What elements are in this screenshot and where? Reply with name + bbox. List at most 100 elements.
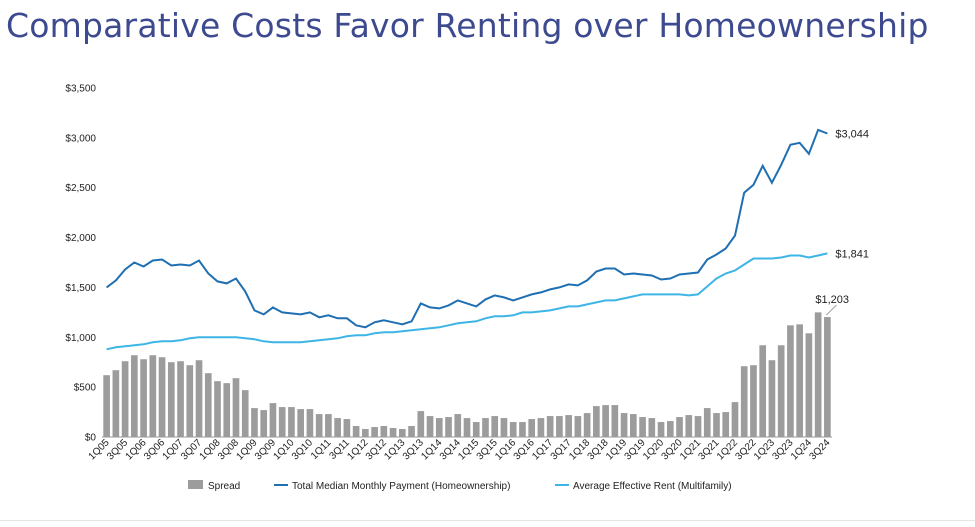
spread-bar [251, 408, 258, 437]
spread-bar [315, 414, 323, 437]
spread-bar [232, 378, 240, 437]
spread-bar [454, 414, 462, 437]
spread-bar [408, 426, 415, 437]
spread-bar [131, 355, 138, 437]
y-tick-label: $0 [85, 433, 97, 444]
spread-bar [593, 406, 600, 437]
spread-bar [325, 414, 332, 437]
spread-bar [630, 414, 637, 437]
spread-bar [620, 413, 628, 437]
spread-bar [149, 355, 157, 437]
spread-bar [334, 418, 341, 437]
legend-swatch-spread [188, 480, 203, 489]
rent-line [106, 252, 828, 351]
spread-bar [278, 407, 286, 437]
spread-bar [611, 405, 619, 437]
spread-bar [204, 373, 212, 437]
spread-bar [500, 418, 508, 437]
spread-bar [602, 405, 609, 437]
spread-bar [713, 413, 720, 437]
spread-bar [546, 416, 554, 437]
spread-bar [177, 361, 184, 437]
rent-end-label: $1,841 [835, 248, 869, 260]
spread-bar [167, 362, 175, 437]
spread-bars [103, 312, 831, 437]
spread-bar [703, 408, 711, 437]
spread-bar [722, 412, 730, 437]
spread-bar [426, 416, 434, 437]
spread-bar [362, 429, 369, 437]
spread-bar [537, 418, 545, 437]
legend-label-spread: Spread [208, 481, 240, 492]
y-axis-labels: $0 $500 $1,000 $1,500 $2,000 $2,500 $3,000 $3,5… [65, 84, 96, 444]
spread-bar [121, 361, 129, 437]
spread-bar [140, 359, 147, 437]
spread-bar [463, 418, 471, 437]
spread-bar [352, 426, 360, 437]
spread-bar [583, 413, 591, 437]
y-tick-label: $2,500 [65, 183, 96, 194]
spread-bar [648, 418, 656, 437]
spread-bar [768, 360, 776, 437]
spread-bar [103, 375, 110, 437]
y-tick-label: $3,500 [65, 84, 96, 95]
spread-bar [112, 370, 120, 437]
spread-bar [824, 317, 831, 437]
spread-bar [223, 383, 231, 437]
spread-bar [639, 417, 646, 437]
spread-bar [241, 390, 249, 437]
spread-bar [509, 422, 517, 437]
spread-end-label: $1,203 [815, 294, 849, 306]
spread-bar [482, 418, 489, 437]
spread-bar [694, 416, 702, 437]
spread-bar [186, 365, 194, 437]
y-tick-label: $3,000 [65, 133, 96, 144]
spread-bar [657, 422, 665, 437]
end-labels: $3,044 $1,841 $1,203 [815, 128, 869, 316]
spread-bar [445, 417, 452, 437]
spread-bar [676, 417, 683, 437]
spread-bar [666, 421, 674, 437]
spread-bar [565, 415, 572, 437]
spread-bar [417, 411, 425, 437]
legend: Spread Total Median Monthly Payment (Hom… [188, 480, 732, 492]
y-tick-label: $1,500 [65, 283, 96, 294]
spread-bar [435, 418, 443, 437]
spread-bar [777, 345, 785, 437]
spread-bar [472, 422, 480, 437]
spread-bar [519, 422, 526, 437]
page-title: Comparative Costs Favor Renting over Hom… [6, 6, 929, 45]
spread-bar [195, 360, 203, 437]
spread-bar [371, 427, 378, 437]
spread-bar [759, 345, 767, 437]
spread-bar [796, 324, 803, 437]
spread-bar [685, 415, 693, 437]
spread-bar [389, 428, 397, 437]
spread-bar [814, 312, 822, 437]
spread-bar [574, 416, 582, 437]
spread-bar [288, 407, 295, 437]
spread-bar [556, 416, 563, 437]
spread-bar [805, 333, 813, 437]
spread-bar [297, 409, 304, 437]
x-tick-label: 3Q10 [290, 437, 315, 462]
ownership-end-label: $3,044 [835, 128, 869, 140]
spread-bar [158, 357, 166, 437]
spread-bar [260, 410, 268, 437]
spread-bar [491, 416, 499, 437]
legend-label-ownership: Total Median Monthly Payment (Homeowners… [292, 481, 510, 492]
spread-bar [214, 381, 221, 437]
spread-bar [398, 429, 406, 437]
bottom-rule [0, 520, 975, 521]
x-axis-labels: 1Q053Q051Q063Q061Q073Q071Q083Q081Q093Q09… [87, 437, 833, 462]
x-tick-label: 3Q24 [807, 437, 832, 462]
y-tick-label: $2,000 [65, 233, 96, 244]
spread-label-leader [826, 304, 837, 316]
spread-bar [269, 403, 277, 437]
spread-bar [528, 419, 536, 437]
spread-bar [380, 426, 388, 437]
spread-bar [787, 325, 794, 437]
spread-bar [740, 366, 748, 437]
spread-bar [343, 419, 351, 437]
spread-bar [306, 409, 314, 437]
